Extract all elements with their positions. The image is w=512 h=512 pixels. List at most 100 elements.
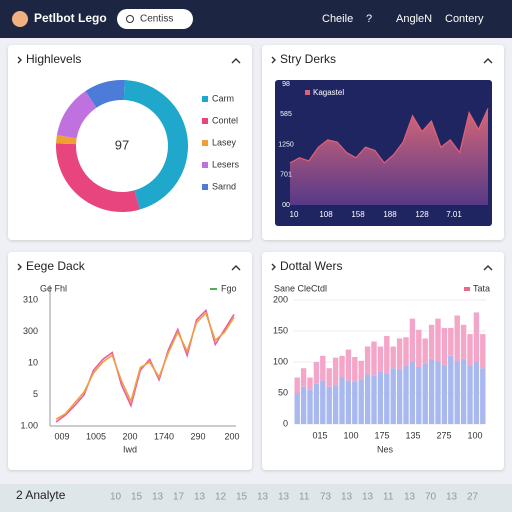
x-tick-label: 175 xyxy=(374,430,389,440)
donut-segment xyxy=(55,143,140,213)
bar-segment xyxy=(364,346,371,375)
bar-segment xyxy=(300,386,307,424)
x-tick-label: 009 xyxy=(54,431,69,441)
bar-segment xyxy=(390,368,396,424)
bar-segment xyxy=(320,380,326,424)
x-tick-label: 290 xyxy=(190,431,205,441)
legend-swatch xyxy=(202,96,208,102)
search-text: Centiss xyxy=(140,14,173,25)
footer-number: 70 xyxy=(425,492,437,503)
donut-center: 97 xyxy=(115,137,129,152)
x-tick-label: 128 xyxy=(415,210,429,219)
y-tick-label: 98 xyxy=(282,81,290,88)
legend-swatch xyxy=(202,184,208,190)
expand-icon xyxy=(17,56,22,64)
footer-number: 27 xyxy=(467,492,479,503)
bar-segment xyxy=(345,349,352,381)
x-tick-label: 1005 xyxy=(86,431,106,441)
nav-item[interactable]: AngleN xyxy=(396,13,432,25)
nav-item[interactable]: Contery xyxy=(445,13,484,25)
bar-segment xyxy=(435,318,441,362)
y-axis-title: Ge Fhl xyxy=(40,283,67,293)
bar-segment xyxy=(358,360,364,380)
card-title: Stry Derks xyxy=(280,52,336,66)
legend-swatch xyxy=(202,140,208,146)
y-tick-label: 150 xyxy=(273,325,288,335)
footer-number: 13 xyxy=(278,492,290,503)
collapse-button[interactable] xyxy=(231,58,241,64)
x-tick-label: 10 xyxy=(290,210,299,219)
bar-segment xyxy=(416,329,422,367)
header-bar xyxy=(0,0,512,38)
bar-segment xyxy=(409,362,416,424)
y-tick-label: 0 xyxy=(283,418,288,428)
footer-number: 13 xyxy=(446,492,458,503)
bar-segment xyxy=(473,312,480,362)
card-title: Dottal Wers xyxy=(280,259,342,273)
bar-segment xyxy=(371,375,377,424)
bar-segment xyxy=(460,324,467,359)
footer-number: 13 xyxy=(194,492,206,503)
bar-segment xyxy=(326,386,332,424)
bar-segment xyxy=(332,385,339,424)
footer-number: 15 xyxy=(131,492,143,503)
bar-segment xyxy=(448,327,454,356)
y-tick-label: 585 xyxy=(280,111,292,118)
expand-icon xyxy=(271,56,276,64)
bar-segment xyxy=(364,374,371,424)
bar-segment xyxy=(352,381,358,424)
nav-item[interactable]: ? xyxy=(366,13,372,25)
bar-segment xyxy=(307,389,313,424)
bar-segment xyxy=(332,357,339,386)
y-axis-title: Sane CleCtdl xyxy=(274,283,327,293)
x-tick-label: 135 xyxy=(405,430,420,440)
line xyxy=(55,311,235,420)
donut-segment xyxy=(56,91,97,139)
bar-segment xyxy=(409,318,416,362)
bar-segment xyxy=(416,366,422,424)
footer-number: 17 xyxy=(173,492,185,503)
legend-label: Lasey xyxy=(212,137,237,147)
bar-segment xyxy=(473,362,480,424)
y-tick-label: 310 xyxy=(23,294,38,304)
footer-bar xyxy=(0,484,512,512)
bar-segment xyxy=(358,379,364,424)
y-tick-label: 00 xyxy=(282,202,290,209)
footer-number: 13 xyxy=(404,492,416,503)
nav-item[interactable]: Cheile xyxy=(322,13,353,25)
bar-segment xyxy=(320,355,326,381)
search-box[interactable] xyxy=(117,9,193,29)
bar-segment xyxy=(294,393,300,424)
bar-segment xyxy=(313,383,320,424)
collapse-button[interactable] xyxy=(483,58,493,64)
collapse-button[interactable] xyxy=(483,265,493,271)
bar-segment xyxy=(300,368,307,387)
footer-number: 12 xyxy=(215,492,227,503)
bar-segment xyxy=(480,368,486,424)
area xyxy=(290,108,488,205)
search-icon xyxy=(126,15,134,23)
bar-segment xyxy=(467,365,473,424)
x-tick-label: 1740 xyxy=(154,431,174,441)
bar-segment xyxy=(441,327,448,366)
expand-icon xyxy=(17,263,22,271)
y-tick-label: 5 xyxy=(33,389,38,399)
expand-icon xyxy=(271,263,276,271)
bar-segment xyxy=(422,338,428,364)
legend-label: Kagastel xyxy=(313,88,344,97)
bar-segment xyxy=(403,365,409,424)
y-tick-label: 701 xyxy=(280,172,292,179)
bar-segment xyxy=(294,377,300,393)
footer-number: 10 xyxy=(110,492,122,503)
footer-number: 15 xyxy=(236,492,248,503)
y-tick-label: 300 xyxy=(23,326,38,336)
area-line xyxy=(289,108,489,164)
x-tick-label: 275 xyxy=(436,430,451,440)
bar-segment xyxy=(448,355,454,424)
bar-segment xyxy=(422,363,428,424)
collapse-button[interactable] xyxy=(231,265,241,271)
legend-label: Contel xyxy=(212,115,238,125)
bar-segment xyxy=(435,362,441,424)
